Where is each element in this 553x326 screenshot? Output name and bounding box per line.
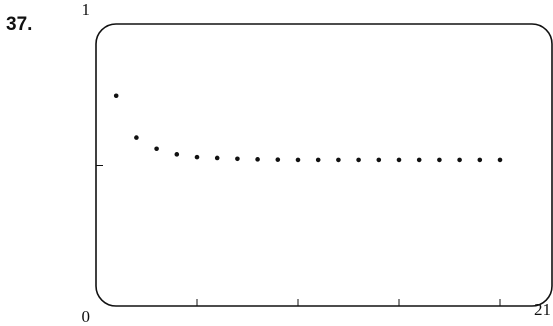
data-point (356, 157, 361, 163)
plot-frame (95, 23, 553, 307)
data-point (315, 157, 321, 163)
data-point (477, 157, 483, 163)
data-point (235, 156, 240, 162)
data-point (416, 157, 422, 163)
data-point (295, 157, 301, 163)
data-point (275, 157, 281, 162)
data-point (194, 154, 200, 160)
data-point (437, 157, 442, 163)
data-point (376, 157, 382, 163)
data-point (134, 135, 139, 140)
axis-ticks (96, 165, 501, 306)
data-point (174, 152, 180, 157)
data-point (214, 155, 220, 161)
x-tick-label-max: 21 (534, 300, 551, 319)
data-point (497, 157, 503, 163)
data-point (336, 157, 341, 163)
data-points (113, 93, 503, 163)
x-tick-label-min: 0 (82, 307, 91, 326)
data-point (457, 157, 462, 163)
data-point (396, 157, 402, 163)
data-point (154, 146, 159, 152)
data-point (113, 93, 119, 99)
problem-number: 37. (6, 14, 32, 35)
data-point (255, 157, 260, 162)
y-tick-label-max: 1 (82, 0, 91, 19)
